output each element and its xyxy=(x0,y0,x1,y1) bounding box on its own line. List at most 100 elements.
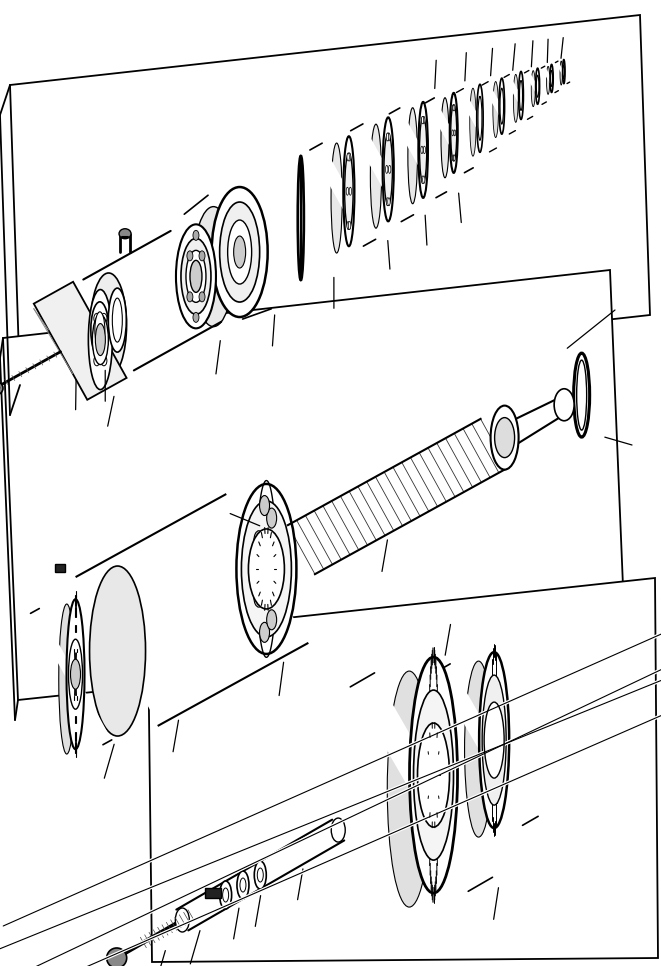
Ellipse shape xyxy=(69,639,83,709)
Ellipse shape xyxy=(233,236,246,268)
Ellipse shape xyxy=(260,496,270,516)
Polygon shape xyxy=(434,664,538,825)
Polygon shape xyxy=(426,98,473,173)
Polygon shape xyxy=(3,270,625,700)
Ellipse shape xyxy=(237,871,249,899)
Ellipse shape xyxy=(186,250,206,302)
Ellipse shape xyxy=(453,105,455,111)
Ellipse shape xyxy=(89,566,145,736)
Ellipse shape xyxy=(94,355,100,366)
Ellipse shape xyxy=(71,659,81,689)
Ellipse shape xyxy=(520,80,522,110)
Ellipse shape xyxy=(422,116,424,124)
Ellipse shape xyxy=(119,229,131,239)
Ellipse shape xyxy=(386,133,389,141)
Ellipse shape xyxy=(187,251,193,261)
Ellipse shape xyxy=(554,388,574,421)
Ellipse shape xyxy=(531,71,535,106)
Ellipse shape xyxy=(422,176,424,184)
Ellipse shape xyxy=(418,724,449,827)
Ellipse shape xyxy=(420,117,427,183)
Ellipse shape xyxy=(563,65,564,78)
Ellipse shape xyxy=(452,105,454,111)
Ellipse shape xyxy=(414,690,453,860)
Ellipse shape xyxy=(453,155,455,161)
Ellipse shape xyxy=(550,65,553,93)
Ellipse shape xyxy=(59,604,75,754)
Ellipse shape xyxy=(266,610,277,630)
Ellipse shape xyxy=(254,530,264,551)
Ellipse shape xyxy=(386,198,389,206)
Ellipse shape xyxy=(441,98,449,178)
Ellipse shape xyxy=(388,133,390,141)
Ellipse shape xyxy=(388,198,390,206)
Ellipse shape xyxy=(536,75,539,98)
Ellipse shape xyxy=(484,702,504,778)
Polygon shape xyxy=(350,673,492,892)
Ellipse shape xyxy=(240,878,246,892)
Ellipse shape xyxy=(194,207,233,327)
Ellipse shape xyxy=(499,78,504,134)
Polygon shape xyxy=(30,609,112,745)
Ellipse shape xyxy=(410,657,457,894)
Ellipse shape xyxy=(67,599,85,750)
Ellipse shape xyxy=(514,74,518,123)
Ellipse shape xyxy=(219,202,260,302)
Ellipse shape xyxy=(176,224,216,328)
Ellipse shape xyxy=(547,67,550,95)
Ellipse shape xyxy=(181,239,211,314)
Ellipse shape xyxy=(493,81,498,137)
Ellipse shape xyxy=(563,60,565,84)
Ellipse shape xyxy=(254,587,264,608)
Ellipse shape xyxy=(452,155,454,161)
Ellipse shape xyxy=(175,908,189,932)
Ellipse shape xyxy=(551,71,553,86)
Ellipse shape xyxy=(93,315,108,364)
Ellipse shape xyxy=(346,187,348,195)
Ellipse shape xyxy=(500,88,504,125)
Ellipse shape xyxy=(477,84,483,153)
Ellipse shape xyxy=(254,861,266,889)
Ellipse shape xyxy=(348,153,351,161)
Ellipse shape xyxy=(227,220,252,284)
Polygon shape xyxy=(389,108,446,198)
Polygon shape xyxy=(456,89,496,152)
Polygon shape xyxy=(10,15,650,385)
Ellipse shape xyxy=(451,129,453,136)
Ellipse shape xyxy=(190,261,202,293)
Ellipse shape xyxy=(422,116,425,124)
Ellipse shape xyxy=(219,881,231,909)
Ellipse shape xyxy=(270,559,280,579)
Ellipse shape xyxy=(95,324,105,355)
Ellipse shape xyxy=(385,165,388,173)
Ellipse shape xyxy=(199,251,205,261)
Ellipse shape xyxy=(423,146,426,154)
Ellipse shape xyxy=(422,176,425,184)
Ellipse shape xyxy=(223,888,229,902)
Polygon shape xyxy=(77,495,307,725)
Ellipse shape xyxy=(387,671,431,907)
Ellipse shape xyxy=(465,661,492,838)
Ellipse shape xyxy=(535,69,539,104)
Ellipse shape xyxy=(95,312,105,348)
Ellipse shape xyxy=(349,187,352,195)
Ellipse shape xyxy=(389,165,391,173)
Ellipse shape xyxy=(212,187,268,317)
Ellipse shape xyxy=(490,406,519,469)
Ellipse shape xyxy=(112,298,122,342)
Ellipse shape xyxy=(347,221,350,230)
Ellipse shape xyxy=(89,290,112,389)
Polygon shape xyxy=(482,82,516,134)
Ellipse shape xyxy=(482,675,506,805)
Ellipse shape xyxy=(560,61,563,85)
Ellipse shape xyxy=(260,622,270,642)
Ellipse shape xyxy=(193,230,199,241)
Polygon shape xyxy=(351,124,414,221)
Ellipse shape xyxy=(108,288,126,353)
Ellipse shape xyxy=(237,484,296,654)
Ellipse shape xyxy=(383,117,394,221)
Polygon shape xyxy=(205,888,221,898)
Polygon shape xyxy=(524,71,547,104)
Ellipse shape xyxy=(454,129,455,136)
Ellipse shape xyxy=(94,313,100,324)
